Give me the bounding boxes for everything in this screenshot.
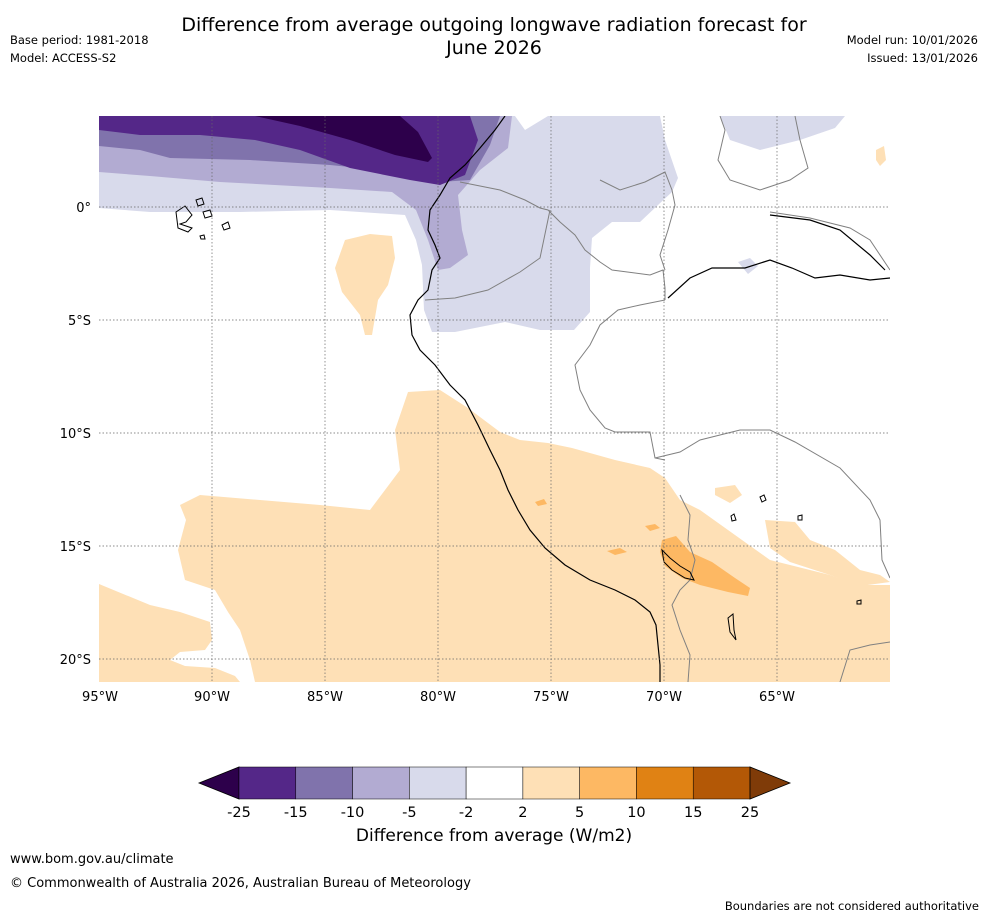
lat-label: 5°S (68, 314, 91, 329)
colorbar-swatch (636, 766, 694, 800)
website-link[interactable]: www.bom.gov.au/climate (10, 852, 174, 867)
lon-label: 65°W (759, 690, 795, 705)
colorbar-extend-high (749, 766, 792, 800)
issued-date: Issued: 13/01/2026 (867, 51, 978, 65)
anomaly-region-light-lavender-small (738, 258, 758, 274)
small-lakes (727, 494, 862, 641)
lat-label: 15°S (60, 540, 91, 555)
national-borders (424, 116, 890, 682)
anomaly-region-darkest-purple (255, 116, 432, 162)
longitude-labels: 95°W 90°W 85°W 80°W 75°W 70°W 65°W (82, 690, 795, 705)
lat-label: 0° (76, 201, 91, 216)
galapagos-islands (175, 197, 231, 240)
colorbar-tick-label: -10 (341, 805, 365, 821)
colorbar-swatch (522, 766, 580, 800)
colorbar-swatch (295, 766, 353, 800)
colorbar-tick-label: 2 (518, 805, 527, 821)
lake-titicaca (661, 548, 695, 581)
lat-label: 20°S (60, 653, 91, 668)
model-run: Model run: 10/01/2026 (846, 33, 978, 47)
colorbar-swatch (692, 766, 751, 800)
anomaly-region-light-orange-east (765, 520, 890, 586)
lon-label: 95°W (82, 690, 118, 705)
colorbar-tick-label: 15 (684, 805, 702, 821)
anomaly-region-orange-small-1 (535, 499, 547, 506)
colorbar-swatch (579, 766, 637, 800)
title-line-1: Difference from average outgoing longwav… (181, 14, 807, 36)
anomaly-region-orange-small-2 (607, 548, 627, 555)
lon-label: 85°W (307, 690, 343, 705)
colorbar-tick-label: -15 (284, 805, 308, 821)
anomaly-region-light-orange-west (99, 584, 240, 682)
model-name: Model: ACCESS-S2 (10, 51, 117, 65)
colorbar-swatch (352, 766, 410, 800)
colorbar-tick-label: 5 (575, 805, 584, 821)
lat-label: 10°S (60, 427, 91, 442)
colorbar-tick-label: 10 (627, 805, 645, 821)
lon-label: 90°W (194, 690, 230, 705)
lon-label: 75°W (533, 690, 569, 705)
copyright-text: © Commonwealth of Australia 2026, Austra… (10, 876, 471, 891)
colorbar-tick-label: -2 (459, 805, 473, 821)
anomaly-region-orange-small-3 (645, 524, 660, 531)
anomaly-region-light-lavender-ne (720, 116, 845, 150)
disclaimer-text: Boundaries are not considered authoritat… (724, 899, 979, 913)
latitude-labels: 0° 5°S 10°S 15°S 20°S (60, 201, 91, 668)
chart-title: Difference from average outgoing longwav… (0, 14, 988, 60)
colorbar-tick-label: -25 (227, 805, 251, 821)
lon-label: 70°W (646, 690, 682, 705)
colorbar: -25 -15 -10 -5 -2 2 5 10 15 25 (197, 766, 792, 821)
anomaly-region-orange (660, 536, 750, 596)
anomaly-region-light-orange-small-2 (876, 146, 886, 166)
base-period: Base period: 1981-2018 (10, 33, 149, 47)
graticule (99, 116, 890, 682)
colorbar-tick-label: -5 (402, 805, 416, 821)
colorbar-title: Difference from average (W/m2) (355, 826, 633, 846)
title-line-2: June 2026 (446, 37, 542, 59)
anomaly-region-light-orange-offshore (335, 234, 395, 335)
anomaly-region-light-orange-small-1 (715, 485, 742, 503)
colorbar-swatch (409, 766, 467, 800)
meta-right: Model run: 10/01/2026 Issued: 13/01/2026 (847, 33, 978, 69)
anomaly-region-light-orange-south (178, 390, 890, 682)
map-panel (99, 116, 890, 682)
colorbar-swatch (465, 766, 524, 800)
meta-left: Base period: 1981-2018 Model: ACCESS-S2 (10, 33, 149, 69)
colorbar-swatch (238, 766, 297, 800)
colorbar-tick-label: 25 (741, 805, 759, 821)
colorbar-extend-low (197, 766, 240, 800)
coastlines (409, 116, 890, 682)
lon-label: 80°W (420, 690, 456, 705)
